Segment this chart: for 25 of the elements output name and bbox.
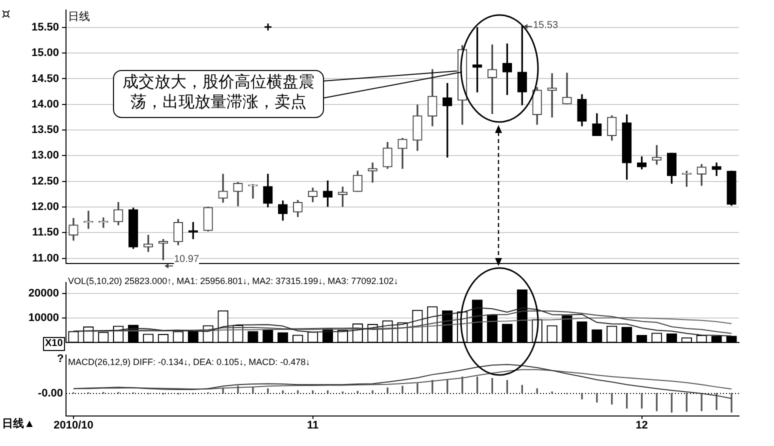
- y-tick-label: 13.50: [31, 124, 59, 136]
- y-tick-label: 14.00: [31, 98, 59, 110]
- y-tick-label: 14.50: [31, 72, 59, 85]
- y-axis-title: X10: [43, 337, 65, 351]
- chart-subtitle: MACD(26,12,9) DIFF: -0.134↓, DEA: 0.105↓, MACD: -0.478↓: [68, 357, 310, 368]
- y-tick-label: 15.00: [31, 47, 59, 60]
- y-tick-label: 12.50: [31, 175, 59, 188]
- x-tick-label: 2010/10: [54, 420, 94, 432]
- y-tick-label: 10000: [28, 312, 59, 324]
- y-tick-label: 15.50: [31, 21, 59, 34]
- x-tick-label: 12: [636, 420, 648, 432]
- text: ?: [57, 353, 64, 366]
- annotation: 10.97: [174, 254, 200, 266]
- chart-title: 日线: [68, 11, 90, 24]
- x-tick-label: 11: [306, 420, 319, 432]
- annotation: 15.53: [533, 20, 558, 32]
- y-tick-label: 20000: [28, 288, 59, 300]
- y-tick-label: 11.50: [32, 226, 59, 239]
- y-tick-label: 13.00: [31, 150, 59, 162]
- y-tick-label: 12.00: [31, 201, 59, 214]
- y-tick-label: 11.00: [32, 252, 59, 264]
- chart-subtitle: VOL(5,10,20) 25823.000↑, MA1: 25956.801↓, MA2: 37315.199↓, MA3: 77092.102↓: [68, 276, 398, 287]
- ref-line-label: -0.00: [38, 388, 63, 400]
- text: 日线▲: [2, 418, 35, 432]
- annotation: 成交放大，股价高位横盘震荡，出现放量滞涨，卖点: [113, 70, 324, 118]
